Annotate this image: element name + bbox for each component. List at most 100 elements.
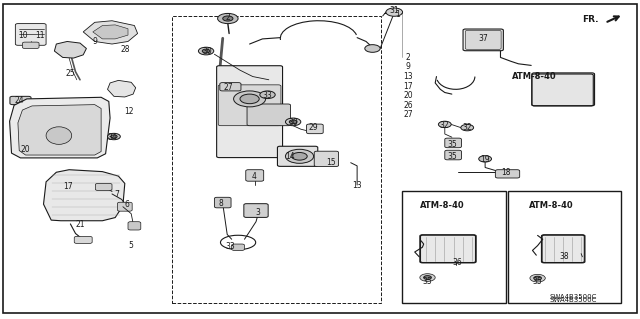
FancyBboxPatch shape	[10, 96, 31, 105]
Text: ATM-8-40: ATM-8-40	[420, 201, 465, 210]
Circle shape	[365, 45, 380, 52]
Text: 37: 37	[478, 34, 488, 43]
Text: 17: 17	[403, 82, 413, 91]
Circle shape	[530, 274, 545, 282]
FancyBboxPatch shape	[278, 146, 317, 167]
Text: 14: 14	[285, 152, 295, 161]
Text: 25: 25	[65, 69, 76, 78]
Text: 30: 30	[202, 47, 212, 56]
Bar	[402, 191, 506, 303]
Text: 32: 32	[462, 123, 472, 132]
Text: ATM-8-40: ATM-8-40	[512, 72, 557, 81]
Circle shape	[234, 91, 266, 107]
Text: 18: 18	[501, 168, 510, 177]
Circle shape	[534, 276, 541, 280]
Text: 2: 2	[225, 13, 230, 22]
FancyBboxPatch shape	[244, 204, 268, 218]
Text: 33: 33	[225, 242, 236, 251]
Text: 27: 27	[403, 110, 413, 119]
FancyBboxPatch shape	[214, 197, 231, 208]
FancyBboxPatch shape	[445, 150, 461, 160]
Text: 13: 13	[403, 72, 413, 81]
Circle shape	[386, 8, 403, 16]
Text: 6: 6	[124, 200, 129, 209]
FancyBboxPatch shape	[118, 202, 132, 211]
Circle shape	[111, 135, 117, 138]
Polygon shape	[44, 170, 125, 221]
Text: 34: 34	[107, 133, 117, 142]
Ellipse shape	[46, 127, 72, 145]
Bar	[172, 16, 381, 303]
FancyBboxPatch shape	[22, 42, 39, 48]
FancyBboxPatch shape	[463, 29, 504, 51]
Text: 24: 24	[14, 96, 24, 105]
Text: 12: 12	[125, 107, 134, 116]
Text: FR.: FR.	[582, 15, 598, 24]
FancyBboxPatch shape	[445, 138, 461, 148]
Circle shape	[240, 94, 259, 104]
Text: 13: 13	[352, 181, 362, 190]
Bar	[508, 191, 621, 303]
Text: SWA4B3500C: SWA4B3500C	[549, 297, 596, 303]
Text: 7: 7	[115, 190, 120, 199]
Text: 20: 20	[20, 145, 31, 154]
Circle shape	[198, 47, 214, 55]
FancyBboxPatch shape	[420, 235, 476, 263]
FancyBboxPatch shape	[220, 83, 241, 91]
Text: 35: 35	[447, 140, 457, 149]
Circle shape	[461, 124, 474, 131]
Text: SWA4B3500C: SWA4B3500C	[549, 294, 596, 300]
Circle shape	[202, 49, 210, 53]
Text: 27: 27	[223, 83, 234, 92]
FancyBboxPatch shape	[246, 170, 264, 181]
Circle shape	[292, 152, 307, 160]
Text: 3: 3	[255, 208, 260, 217]
Text: 5: 5	[129, 241, 134, 250]
FancyBboxPatch shape	[95, 183, 112, 190]
Circle shape	[285, 118, 301, 126]
Circle shape	[260, 91, 275, 99]
Text: 28: 28	[120, 45, 129, 54]
Text: 35: 35	[447, 152, 457, 161]
Polygon shape	[108, 80, 136, 97]
Circle shape	[285, 149, 314, 163]
Circle shape	[289, 120, 297, 124]
Text: 19: 19	[480, 155, 490, 164]
Text: 10: 10	[18, 31, 28, 40]
FancyBboxPatch shape	[218, 85, 281, 126]
FancyBboxPatch shape	[495, 170, 520, 178]
Text: 31: 31	[389, 6, 399, 15]
Circle shape	[108, 133, 120, 140]
FancyBboxPatch shape	[74, 236, 92, 243]
Text: 35: 35	[532, 277, 543, 286]
Text: 17: 17	[63, 182, 74, 191]
Text: 9: 9	[92, 37, 97, 46]
FancyBboxPatch shape	[128, 222, 141, 230]
Text: 11: 11	[35, 31, 44, 40]
FancyBboxPatch shape	[15, 24, 46, 45]
Polygon shape	[54, 41, 86, 58]
Text: 21: 21	[76, 220, 84, 229]
Circle shape	[420, 274, 435, 281]
Circle shape	[223, 16, 233, 21]
Circle shape	[424, 276, 431, 279]
Text: 1: 1	[395, 11, 400, 19]
FancyBboxPatch shape	[247, 104, 291, 126]
Polygon shape	[83, 21, 138, 44]
Text: 36: 36	[452, 258, 462, 267]
FancyBboxPatch shape	[465, 30, 501, 49]
FancyBboxPatch shape	[314, 151, 339, 167]
FancyBboxPatch shape	[532, 73, 595, 106]
Text: 33: 33	[262, 91, 272, 100]
Text: 32: 32	[439, 121, 449, 130]
Text: 26: 26	[403, 101, 413, 110]
Text: 30: 30	[288, 118, 298, 127]
FancyBboxPatch shape	[541, 235, 585, 263]
Text: ATM-8-40: ATM-8-40	[529, 201, 574, 210]
FancyBboxPatch shape	[216, 66, 283, 158]
FancyBboxPatch shape	[307, 124, 323, 134]
Text: 15: 15	[326, 158, 336, 167]
Text: 20: 20	[403, 91, 413, 100]
Circle shape	[218, 13, 238, 24]
FancyBboxPatch shape	[232, 244, 244, 250]
